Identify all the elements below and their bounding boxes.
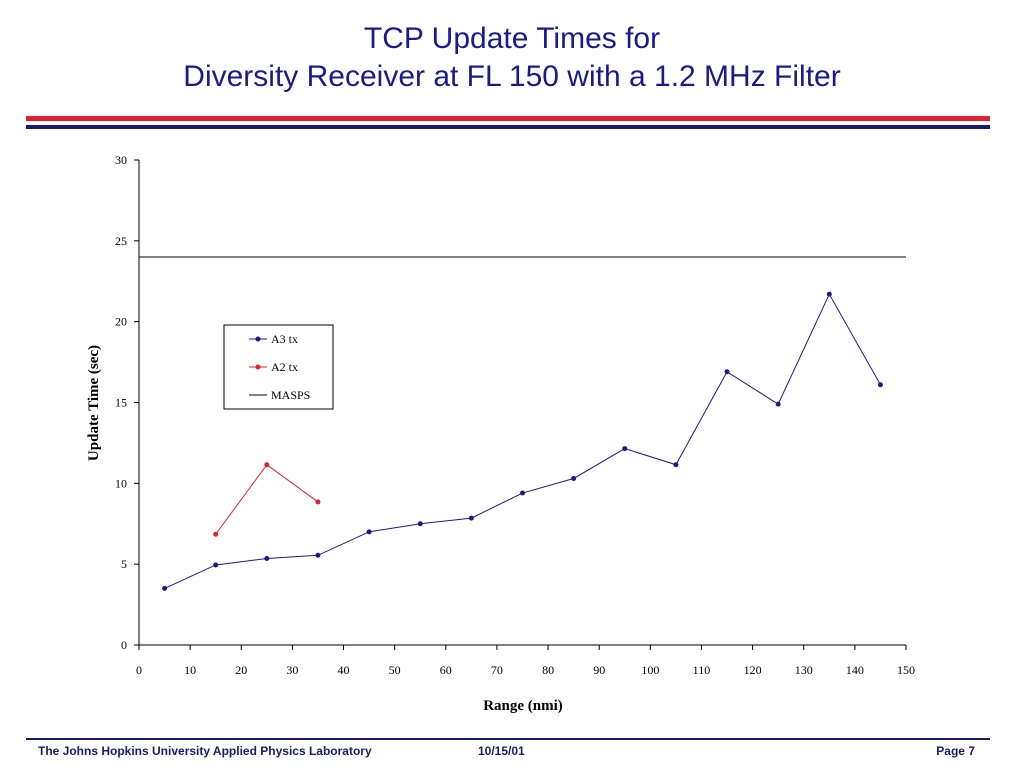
data-point-a3-tx	[315, 552, 321, 558]
data-point-a3-tx	[366, 529, 372, 535]
data-point-a3-tx	[417, 521, 423, 527]
x-tick-label: 20	[235, 663, 247, 677]
footer-page-number: Page 7	[936, 744, 975, 758]
slide-title: TCP Update Times for Diversity Receiver …	[0, 20, 1024, 96]
x-tick-label: 60	[440, 663, 452, 677]
data-point-a3-tx	[162, 585, 168, 591]
x-tick-label: 130	[795, 663, 813, 677]
data-point-a3-tx	[877, 382, 883, 388]
x-tick-label: 80	[542, 663, 554, 677]
data-point-a2-tx	[213, 531, 219, 537]
footer-rule	[26, 738, 990, 740]
y-tick-label: 10	[115, 476, 127, 490]
legend-marker-a2-tx	[255, 364, 261, 370]
slide-title-line-1: TCP Update Times for	[363, 22, 661, 55]
data-point-a3-tx	[826, 291, 832, 297]
slide-title-line-2: Diversity Receiver at FL 150 with a 1.2 …	[183, 60, 841, 93]
x-tick-label: 30	[286, 663, 298, 677]
legend-marker-a3-tx	[255, 336, 261, 342]
legend-box	[223, 324, 334, 410]
data-point-a3-tx	[264, 556, 270, 562]
x-tick-label: 140	[846, 663, 864, 677]
x-tick-label: 0	[136, 663, 142, 677]
legend-label-a3-tx: A3 tx	[271, 332, 298, 346]
y-tick-label: 25	[115, 234, 127, 248]
header-rule-navy	[26, 125, 990, 129]
y-tick-label: 15	[115, 396, 127, 410]
y-axis-label: Update Time (sec)	[86, 345, 102, 461]
y-tick-label: 0	[121, 638, 127, 652]
x-tick-label: 70	[491, 663, 503, 677]
x-axis-label: Range (nmi)	[483, 698, 563, 714]
data-point-a2-tx	[315, 499, 321, 505]
x-tick-label: 110	[693, 663, 711, 677]
legend-label-a2-tx: A2 tx	[271, 360, 298, 374]
x-tick-label: 10	[184, 663, 196, 677]
x-tick-label: 90	[593, 663, 605, 677]
data-point-a3-tx	[673, 462, 679, 468]
data-point-a3-tx	[468, 515, 474, 521]
x-tick-label: 120	[744, 663, 762, 677]
data-point-a2-tx	[264, 462, 270, 468]
data-point-a3-tx	[213, 562, 219, 568]
x-tick-label: 100	[641, 663, 659, 677]
data-point-a3-tx	[571, 475, 577, 481]
data-point-a3-tx	[724, 369, 730, 375]
y-tick-label: 5	[121, 557, 127, 571]
data-point-a3-tx	[622, 446, 628, 452]
x-tick-label: 50	[389, 663, 401, 677]
data-point-a3-tx	[775, 401, 781, 407]
data-point-a3-tx	[520, 490, 525, 496]
x-tick-label: 150	[897, 663, 915, 677]
header-rule-red	[26, 116, 990, 121]
footer-organization: The Johns Hopkins University Applied Phy…	[38, 744, 372, 758]
footer-date: 10/15/01	[478, 744, 525, 758]
y-tick-label: 30	[115, 153, 127, 167]
series-line-a2-tx	[215, 464, 319, 535]
legend-label-masps: MASPS	[271, 388, 310, 402]
x-tick-label: 40	[338, 663, 350, 677]
y-tick-label: 20	[115, 315, 127, 329]
